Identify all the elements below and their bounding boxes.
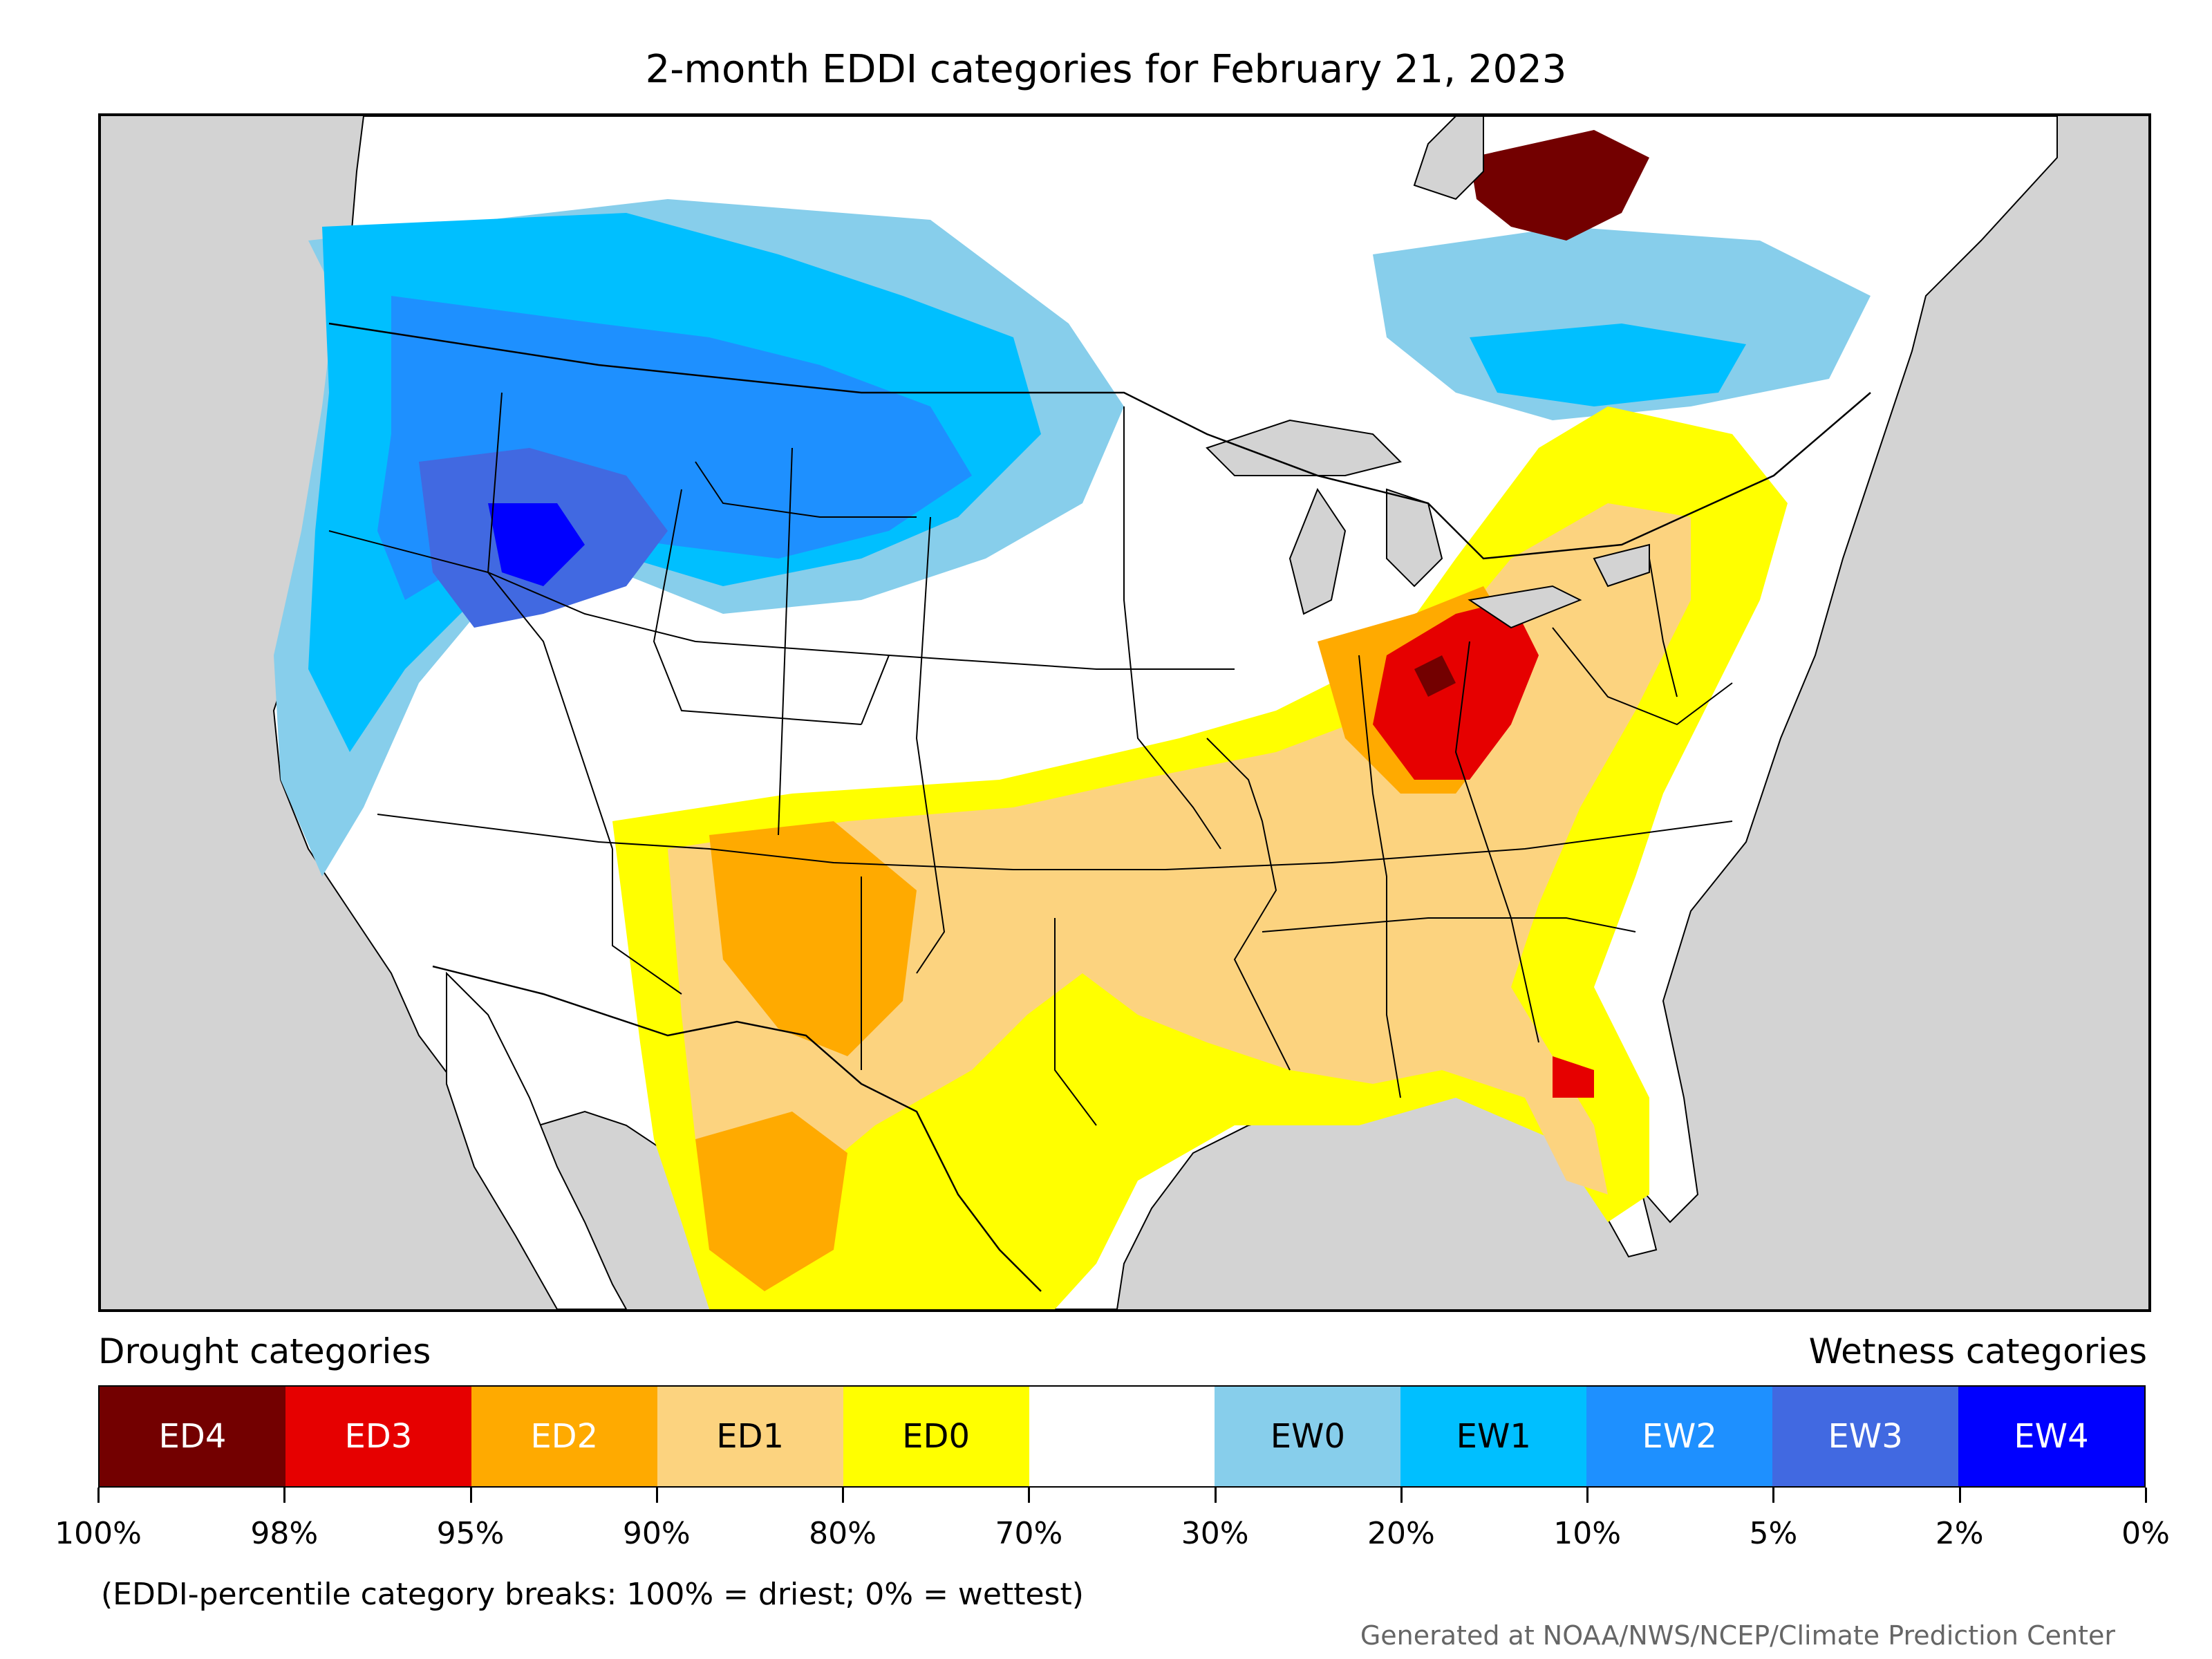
wetness-categories-heading: Wetness categories (1808, 1331, 2147, 1371)
colorbar-tick (2145, 1488, 2147, 1503)
colorbar-label: EW0 (1270, 1417, 1346, 1456)
colorbar-label: EW4 (2014, 1417, 2089, 1456)
great-lakes (1206, 419, 1650, 629)
colorbar-cell-ed2: ED2 (471, 1387, 657, 1486)
colorbar-cell-neutral (1029, 1387, 1215, 1486)
wet-area-quebec-inner (1470, 324, 1746, 406)
colorbar-cell-ew3: EW3 (1772, 1387, 1959, 1486)
colorbar-tick (1214, 1488, 1217, 1503)
percentile-note: (EDDI-percentile category breaks: 100% =… (101, 1577, 1084, 1612)
colorbar-tick (283, 1488, 286, 1503)
colorbar-tick (655, 1488, 658, 1503)
dry-area-ed3 (1373, 600, 1594, 1098)
colorbar-tick-label: 10% (1553, 1516, 1622, 1551)
colorbar-tick-label: 90% (622, 1516, 691, 1551)
colorbar-label: ED4 (158, 1417, 227, 1456)
colorbar-tick-label: 98% (250, 1516, 319, 1551)
colorbar-tick-label: 95% (436, 1516, 505, 1551)
colorbar-tick-label: 0% (2121, 1516, 2170, 1551)
colorbar-tick-label: 80% (809, 1516, 877, 1551)
colorbar-tick (1772, 1488, 1775, 1503)
colorbar-label: EW3 (1828, 1417, 1903, 1456)
drought-categories-heading: Drought categories (98, 1331, 431, 1371)
colorbar-label: EW1 (1456, 1417, 1531, 1456)
colorbar-tick-label: 20% (1367, 1516, 1435, 1551)
colorbar-tick-label: 2% (1935, 1516, 1984, 1551)
wet-area-ew4 (488, 503, 585, 586)
eddi-map (101, 116, 2148, 1309)
colorbar-label: EW2 (1642, 1417, 1717, 1456)
hudson-bay-coast (1413, 116, 1484, 200)
colorbar-tick (469, 1488, 472, 1503)
category-colorbar: ED4 ED3 ED2 ED1 ED0 EW0 EW1 EW2 EW3 EW4 (98, 1385, 2146, 1488)
state-boundaries (328, 392, 1733, 1126)
colorbar-cell-ed4: ED4 (100, 1387, 285, 1486)
colorbar-cell-ew0: EW0 (1215, 1387, 1401, 1486)
colorbar-cell-ew2: EW2 (1586, 1387, 1773, 1486)
colorbar-tick (97, 1488, 100, 1503)
colorbar-cell-ed1: ED1 (657, 1387, 843, 1486)
dry-area-ed4 (1414, 130, 1649, 697)
colorbar-label: ED2 (530, 1417, 599, 1456)
colorbar-cell-ew1: EW1 (1400, 1387, 1587, 1486)
colorbar-cell-ew4: EW4 (1958, 1387, 2144, 1486)
colorbar-cell-ed3: ED3 (285, 1387, 471, 1486)
colorbar-tick-label: 100% (55, 1516, 142, 1551)
colorbar-label: ED0 (902, 1417, 970, 1456)
colorbar-cell-ed0: ED0 (843, 1387, 1029, 1486)
colorbar-tick-label: 5% (1749, 1516, 1798, 1551)
us-mexico-border (432, 965, 1042, 1292)
colorbar-tick (842, 1488, 845, 1503)
colorbar-tick (1958, 1488, 1961, 1503)
baja-peninsula (446, 971, 628, 1309)
map-title: 2-month EDDI categories for February 21,… (645, 47, 1567, 92)
us-canada-border (328, 322, 1871, 560)
colorbar-tick-label: 70% (995, 1516, 1063, 1551)
colorbar-label: ED1 (716, 1417, 785, 1456)
colorbar-tick (1028, 1488, 1031, 1503)
colorbar-tick (1400, 1488, 1403, 1503)
colorbar-tick-label: 30% (1181, 1516, 1249, 1551)
map-panel (98, 113, 2151, 1312)
colorbar-tick (1586, 1488, 1589, 1503)
credit-line: Generated at NOAA/NWS/NCEP/Climate Predi… (1360, 1620, 2115, 1651)
colorbar-label: ED3 (344, 1417, 413, 1456)
